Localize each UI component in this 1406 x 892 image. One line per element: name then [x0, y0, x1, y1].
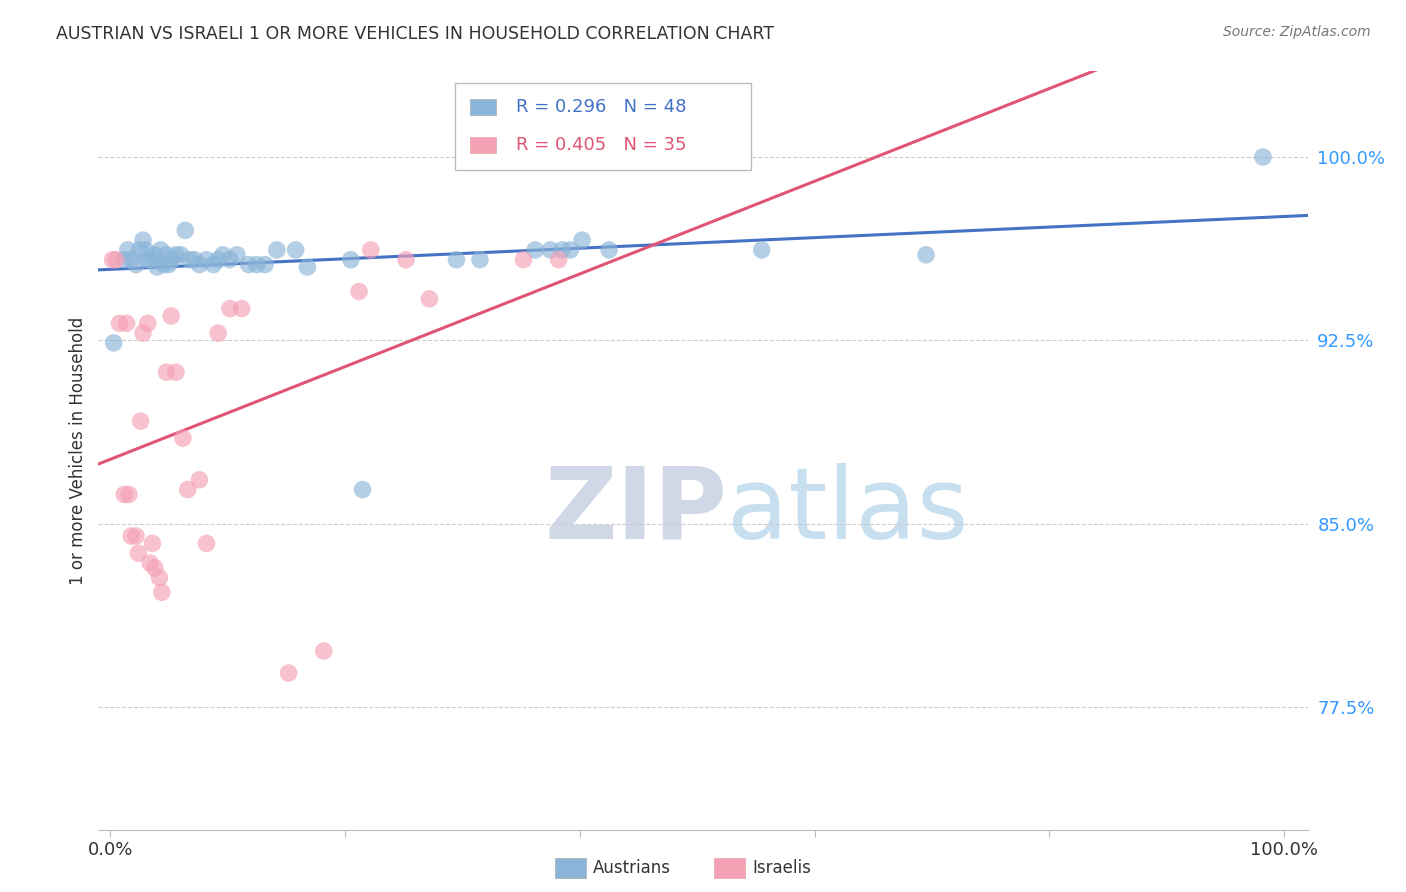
Point	[915, 248, 938, 262]
FancyBboxPatch shape	[470, 99, 496, 115]
Point	[751, 243, 773, 257]
Point	[360, 243, 382, 257]
Point	[125, 529, 148, 543]
Point	[165, 248, 187, 262]
Point	[174, 223, 197, 237]
Point	[169, 248, 191, 262]
Point	[155, 365, 177, 379]
Point	[512, 252, 534, 267]
Point	[153, 258, 176, 272]
Point	[418, 292, 440, 306]
Point	[1251, 150, 1274, 164]
Point	[312, 644, 335, 658]
Point	[128, 243, 150, 257]
FancyBboxPatch shape	[456, 83, 751, 170]
Point	[112, 487, 135, 501]
Point	[219, 301, 242, 316]
Point	[212, 248, 235, 262]
Point	[148, 571, 170, 585]
Point	[195, 252, 218, 267]
Point	[468, 252, 491, 267]
Point	[340, 252, 363, 267]
Text: Israelis: Israelis	[752, 859, 811, 877]
Point	[266, 243, 288, 257]
Point	[183, 252, 205, 267]
Point	[226, 248, 249, 262]
Text: R = 0.405   N = 35: R = 0.405 N = 35	[516, 136, 686, 154]
Point	[120, 529, 142, 543]
Point	[134, 243, 156, 257]
Point	[165, 365, 187, 379]
Point	[157, 258, 180, 272]
Point	[560, 243, 582, 257]
Text: AUSTRIAN VS ISRAELI 1 OR MORE VEHICLES IN HOUSEHOLD CORRELATION CHART: AUSTRIAN VS ISRAELI 1 OR MORE VEHICLES I…	[56, 25, 775, 43]
Point	[150, 585, 173, 599]
Point	[547, 252, 569, 267]
Point	[297, 260, 319, 274]
Text: Austrians: Austrians	[593, 859, 671, 877]
Point	[108, 316, 131, 330]
Point	[162, 252, 184, 267]
Point	[246, 258, 269, 272]
Point	[146, 260, 169, 274]
Point	[149, 243, 172, 257]
Point	[176, 483, 198, 497]
Point	[125, 258, 148, 272]
Point	[524, 243, 547, 257]
Point	[132, 233, 155, 247]
Point	[136, 316, 159, 330]
Point	[352, 483, 374, 497]
Point	[188, 258, 211, 272]
Point	[598, 243, 620, 257]
Point	[141, 252, 163, 267]
Point	[118, 487, 141, 501]
Point	[136, 252, 159, 267]
Point	[129, 414, 152, 428]
Point	[120, 252, 142, 267]
Point	[105, 252, 128, 267]
Point	[115, 316, 138, 330]
Point	[231, 301, 253, 316]
Point	[219, 252, 242, 267]
Point	[117, 243, 139, 257]
Point	[254, 258, 277, 272]
Point	[195, 536, 218, 550]
Point	[112, 252, 135, 267]
Point	[446, 252, 468, 267]
Point	[143, 248, 166, 262]
Point	[202, 258, 225, 272]
Point	[284, 243, 307, 257]
Point	[143, 561, 166, 575]
Point	[571, 233, 593, 247]
Point	[538, 243, 561, 257]
Point	[172, 431, 194, 445]
Point	[155, 248, 177, 262]
Point	[132, 326, 155, 340]
Text: Source: ZipAtlas.com: Source: ZipAtlas.com	[1223, 25, 1371, 39]
Point	[207, 252, 229, 267]
Point	[103, 335, 125, 350]
Point	[395, 252, 418, 267]
FancyBboxPatch shape	[470, 136, 496, 153]
Point	[101, 252, 124, 267]
Point	[139, 556, 162, 570]
Point	[141, 536, 163, 550]
Point	[127, 546, 149, 560]
Y-axis label: 1 or more Vehicles in Household: 1 or more Vehicles in Household	[69, 317, 87, 584]
Point	[179, 252, 201, 267]
Point	[277, 666, 299, 681]
Point	[160, 309, 183, 323]
Point	[238, 258, 260, 272]
Point	[551, 243, 574, 257]
Point	[188, 473, 211, 487]
Point	[347, 285, 370, 299]
Point	[207, 326, 229, 340]
Text: R = 0.296   N = 48: R = 0.296 N = 48	[516, 98, 686, 116]
Text: ZIP: ZIP	[544, 463, 727, 559]
Text: atlas: atlas	[727, 463, 969, 559]
